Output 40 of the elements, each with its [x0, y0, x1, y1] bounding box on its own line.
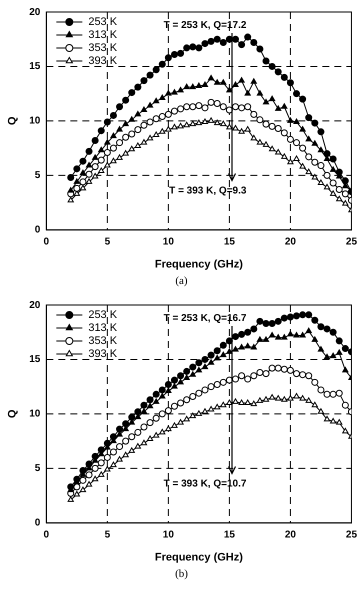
x-tick-label: 25 [346, 530, 358, 541]
x-tick-label: 15 [224, 530, 236, 541]
x-tick-label: 0 [44, 530, 50, 541]
legend-label: 313 K [88, 29, 118, 42]
y-tick-label: 5 [34, 170, 41, 182]
legend-label: 253 K [88, 16, 118, 28]
x-tick-label: 5 [104, 530, 111, 541]
annotation: T = 393 K, Q=10.7 [164, 478, 247, 490]
x-tick-label: 0 [44, 236, 50, 248]
x-axis-title: Frequency (GHz) [154, 258, 244, 270]
x-tick-label: 10 [162, 236, 174, 248]
y-tick-label: 10 [29, 408, 41, 420]
x-axis-title: Frequency (GHz) [154, 551, 244, 564]
legend-label: 253 K [88, 309, 118, 322]
text: (a) [174, 275, 189, 287]
y-tick-label: 0 [34, 224, 41, 236]
y-axis-title: Q [6, 409, 19, 418]
y-tick-label: 20 [29, 6, 41, 18]
y-tick-label: 10 [29, 116, 41, 127]
y-tick-label: 5 [34, 463, 41, 474]
legend-label: 353 K [88, 42, 118, 54]
y-axis-title: Q [6, 116, 19, 126]
x-tick-label: 20 [284, 530, 296, 541]
y-tick-label: 0 [34, 518, 41, 529]
legend-label: 393 K [88, 55, 118, 68]
legend-label: 353 K [88, 335, 118, 348]
y-tick-label: 20 [29, 300, 41, 311]
x-tick-label: 25 [346, 236, 358, 248]
y-tick-label: 15 [29, 354, 41, 366]
text: (b) [174, 568, 189, 580]
x-tick-label: 5 [104, 236, 111, 248]
legend-label: 313 K [88, 322, 118, 334]
x-tick-label: 15 [224, 236, 236, 248]
x-tick-label: 10 [162, 530, 174, 541]
y-tick-label: 15 [29, 61, 41, 72]
annotation: T = 253 K, Q=16.7 [164, 312, 247, 324]
x-tick-label: 20 [284, 236, 296, 248]
legend-label: 393 K [88, 348, 118, 360]
annotation: T = 253 K, Q=17.2 [164, 20, 247, 31]
annotation: T = 393 K, Q=9.3 [169, 185, 247, 196]
